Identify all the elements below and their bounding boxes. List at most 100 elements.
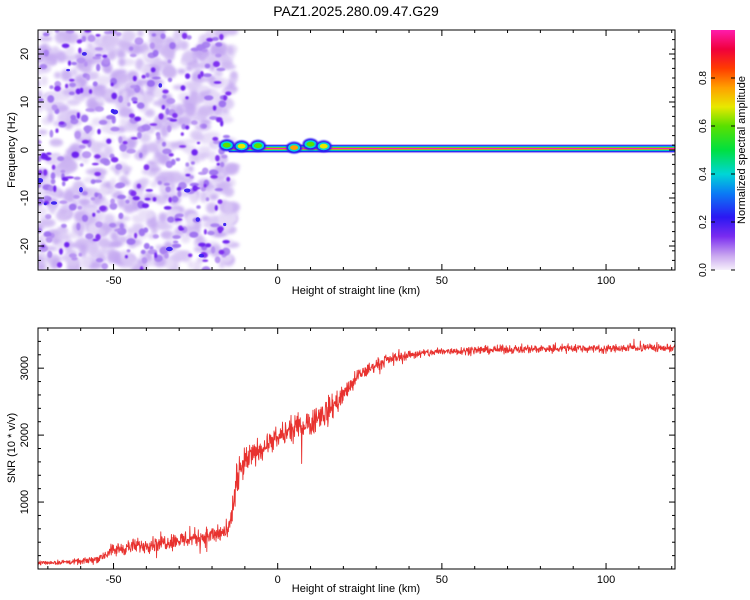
noise-blob-strong (67, 60, 72, 66)
noise-blob-mid (98, 120, 108, 125)
spectrogram-panel: -50 0 50 100 -20 -10 0 10 20 Height of straight… (6, 29, 676, 297)
noise-blob-mid (85, 108, 95, 112)
noise-blob-mid (204, 95, 214, 101)
noise-blob-mid (138, 152, 143, 159)
noise-blob-strong (168, 153, 174, 157)
noise-blob-mid (189, 182, 200, 187)
noise-blob-peak (198, 253, 205, 258)
noise-blob-pale (223, 201, 234, 215)
noise-blob-mid (78, 252, 83, 257)
noise-blob-mid (59, 200, 68, 205)
noise-blob-strong (46, 152, 52, 156)
noise-blob-mid (81, 214, 89, 222)
signal-blob-inner (290, 145, 299, 151)
y-tick-label: -10 (19, 190, 31, 206)
noise-blob-strong (185, 96, 189, 100)
colorbar-tick-label: 0.6 (698, 119, 709, 133)
x-tick-label: 0 (275, 275, 281, 287)
noise-blob-strong (206, 37, 214, 42)
noise-blob-pale (144, 108, 155, 118)
snr-panel: -50 0 50 100 1000 2000 3000 Height of straigh… (6, 327, 676, 595)
noise-blob-mid (200, 186, 206, 192)
noise-blob-peak (195, 217, 200, 222)
noise-blob-peak (79, 187, 83, 193)
noise-blob-strong (163, 206, 172, 210)
spectrogram-x-label: Height of straight line (km) (292, 285, 420, 297)
noise-blob-pale (57, 111, 74, 124)
signal-blob-inner (237, 143, 246, 149)
noise-blob-mid (175, 213, 184, 218)
noise-blob-mid (202, 73, 212, 78)
noise-blob-strong (202, 259, 209, 263)
noise-blob-strong (213, 81, 222, 84)
noise-blob-strong (110, 82, 114, 87)
noise-blob-mid (70, 114, 77, 120)
noise-blob-mid (115, 163, 123, 170)
noise-blob-mid (143, 242, 150, 250)
noise-blob-pale (201, 215, 210, 222)
noise-blob-pale (119, 118, 128, 126)
signal-blob-inner (319, 143, 328, 149)
noise-blob-pale (92, 85, 106, 98)
noise-blob-pale (78, 133, 91, 139)
noise-blob-strong (222, 240, 230, 244)
noise-blob-pale (148, 30, 164, 35)
noise-blob-mid (114, 228, 122, 232)
noise-blob-pale (141, 168, 150, 175)
noise-blob-strong (51, 164, 56, 170)
noise-blob-pale (38, 129, 48, 135)
noise-blob-mid (151, 76, 161, 80)
noise-blob-mid (215, 53, 222, 58)
noise-blob-mid (137, 131, 142, 139)
noise-blob-mid (93, 179, 103, 183)
noise-blob-mid (109, 202, 118, 210)
noise-blob-strong (95, 33, 101, 37)
noise-blob-mid (125, 199, 130, 204)
y-tick-label: -20 (19, 238, 31, 254)
noise-blob-peak (110, 108, 115, 114)
noise-blob-strong (168, 197, 172, 203)
noise-blob-pale (50, 139, 63, 145)
noise-blob-pale (152, 100, 166, 107)
noise-blob-mid (156, 134, 161, 140)
noise-blob-mid (205, 197, 210, 202)
noise-blob-strong (110, 156, 119, 163)
snr-y-label: SNR (10 * v/v) (6, 413, 18, 483)
noise-blob-strong (134, 232, 138, 239)
noise-blob-pale (161, 230, 172, 240)
noise-blob-pale (121, 30, 136, 43)
noise-blob-pale (187, 261, 194, 269)
noise-blob-pale (39, 218, 56, 228)
noise-blob-mid (166, 125, 172, 133)
noise-blob-mid (95, 53, 102, 58)
noise-blob-pale (224, 163, 239, 175)
noise-blob-pale (177, 115, 192, 127)
noise-blob-strong (217, 199, 223, 204)
noise-blob-pale (195, 234, 204, 244)
noise-blob-mid (152, 234, 159, 239)
noise-blob-mid (47, 185, 55, 192)
colorbar-tick-label: 0.2 (698, 215, 709, 229)
noise-blob-pale (71, 67, 78, 77)
spectrogram-y-label: Frequency (Hz) (6, 112, 18, 188)
noise-blob-mid (218, 100, 227, 108)
noise-blob-pale (58, 207, 68, 215)
noise-blob-mid (43, 195, 51, 202)
noise-blob-pale (38, 255, 45, 264)
noise-blob-mid (201, 124, 207, 129)
noise-blob-mid (190, 120, 198, 125)
noise-blob-mid (118, 136, 123, 144)
noise-blob-mid (141, 124, 151, 131)
noise-blob-mid (164, 252, 169, 259)
noise-blob-strong (213, 61, 220, 68)
noise-blob-strong (180, 85, 186, 91)
noise-blob-pale (56, 50, 67, 63)
noise-blob-strong (95, 233, 101, 241)
noise-blob-mid (110, 198, 115, 205)
noise-blob-mid (189, 175, 194, 179)
noise-blob-strong (94, 171, 101, 177)
noise-blob-pale (163, 68, 177, 79)
noise-blob-strong (158, 113, 164, 120)
noise-blob-mid (151, 33, 157, 37)
